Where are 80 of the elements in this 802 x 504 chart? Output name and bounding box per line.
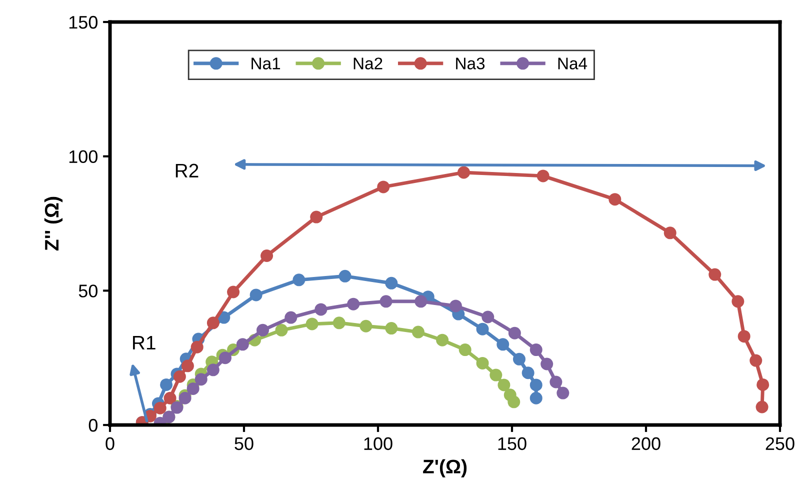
x-axis-title: Z'(Ω)	[423, 459, 467, 478]
legend-label: Na3	[456, 58, 485, 70]
point	[414, 295, 428, 308]
legend-label: Na1	[252, 58, 280, 70]
legend-label: Na4	[558, 58, 588, 70]
point	[732, 295, 744, 308]
x-tick-label: 0	[106, 437, 114, 450]
point	[236, 338, 249, 351]
legend-label: Na2	[354, 58, 382, 70]
point	[738, 330, 750, 343]
point	[496, 338, 510, 351]
point	[385, 276, 398, 290]
point	[164, 392, 176, 404]
point	[708, 268, 722, 281]
point	[750, 354, 762, 367]
point	[530, 344, 542, 356]
point	[476, 322, 489, 336]
point	[310, 210, 323, 224]
point	[186, 382, 200, 395]
x-tick-label: 200	[632, 437, 660, 450]
point	[476, 356, 489, 370]
annotation: R2	[176, 164, 198, 178]
point	[306, 318, 318, 330]
annotation: R1	[133, 336, 156, 350]
point	[260, 249, 274, 262]
point	[756, 400, 768, 414]
point	[338, 270, 352, 282]
point	[194, 373, 208, 386]
point	[173, 370, 186, 383]
point	[190, 340, 204, 354]
point	[540, 358, 554, 370]
x-tick-label: 250	[766, 437, 794, 450]
y-tick-label: 0	[88, 418, 98, 432]
y-tick-label: 100	[69, 150, 98, 164]
point	[218, 352, 232, 364]
point	[508, 326, 521, 340]
point	[227, 286, 240, 298]
point	[250, 288, 262, 302]
point	[436, 334, 449, 346]
point	[181, 360, 194, 372]
point	[360, 320, 372, 332]
point	[556, 386, 570, 400]
x-tick-label: 50	[234, 437, 254, 450]
point	[332, 316, 346, 330]
point	[490, 368, 502, 382]
point	[512, 352, 526, 366]
point	[256, 324, 270, 336]
point	[508, 396, 520, 408]
x-tick-label: 150	[498, 437, 526, 450]
y-tick-label: 150	[69, 16, 98, 29]
point	[482, 310, 494, 324]
point	[292, 274, 306, 286]
point	[314, 303, 328, 316]
point	[449, 300, 462, 312]
point	[530, 378, 542, 392]
point	[206, 364, 220, 376]
point	[347, 298, 360, 310]
point	[498, 378, 510, 392]
y-tick-label: 50	[78, 284, 98, 298]
point	[385, 322, 398, 335]
point	[284, 311, 298, 324]
point	[756, 378, 770, 391]
point	[206, 316, 220, 330]
point	[412, 326, 424, 338]
x-tick-label: 100	[364, 437, 392, 450]
point	[160, 378, 173, 391]
point	[154, 402, 166, 414]
point	[536, 170, 550, 182]
point	[377, 180, 390, 194]
y-axis-title: Z'' (Ω)	[44, 196, 63, 250]
point	[664, 226, 676, 240]
point	[178, 392, 192, 404]
point	[275, 324, 288, 336]
point	[458, 166, 470, 179]
point	[608, 193, 622, 206]
point	[458, 344, 472, 356]
point	[522, 366, 534, 380]
point	[550, 376, 562, 388]
point	[530, 392, 542, 404]
point	[380, 295, 392, 308]
